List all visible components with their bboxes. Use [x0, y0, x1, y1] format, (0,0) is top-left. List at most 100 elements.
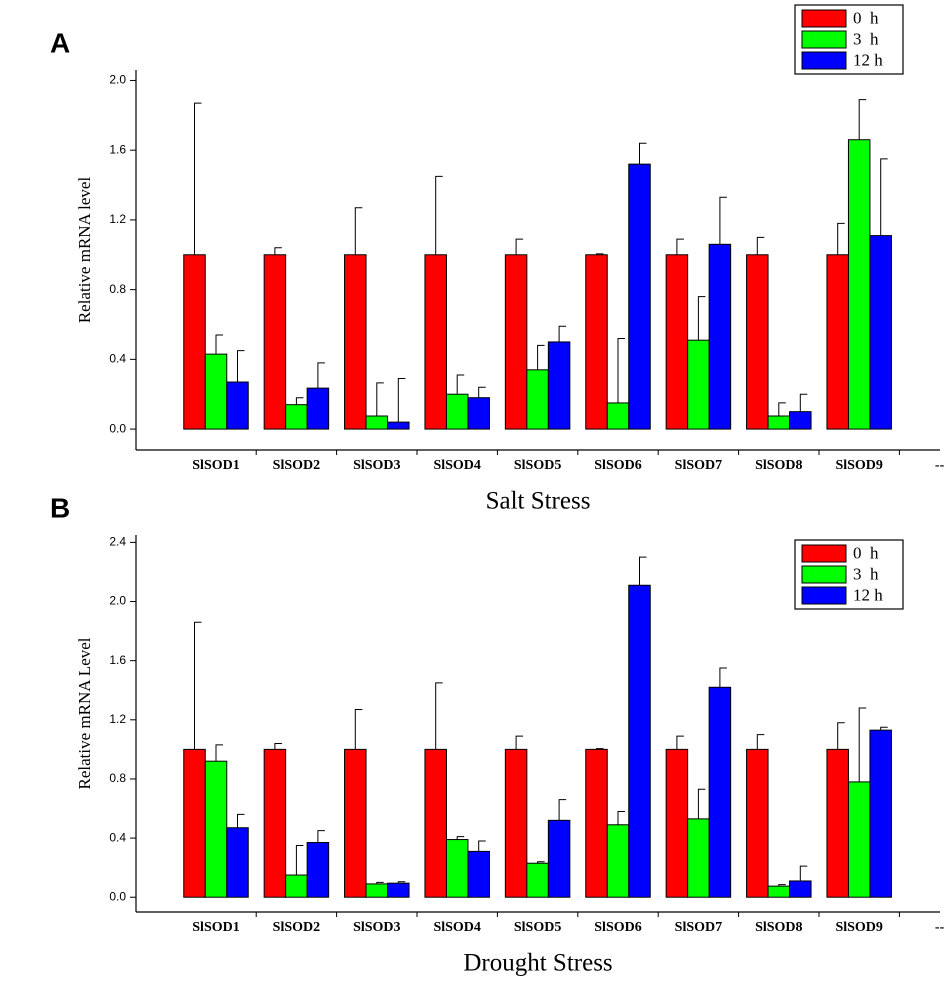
- y-tick-label: 2.4: [109, 535, 126, 549]
- error-bar: [376, 382, 384, 417]
- bar: [767, 885, 791, 898]
- legend-label: 12 h: [853, 585, 883, 604]
- error-bar: [215, 744, 223, 762]
- legend-swatch: [801, 9, 847, 28]
- bar: [263, 254, 287, 430]
- bar: [687, 818, 710, 898]
- x-tick-label: SlSOD3: [353, 920, 400, 935]
- x-tick-label: SlSOD7: [675, 920, 722, 935]
- error-bar: [274, 742, 282, 750]
- error-bar: [317, 830, 325, 843]
- bar: [467, 850, 490, 898]
- error-bar: [435, 682, 443, 750]
- bar: [365, 415, 389, 430]
- error-bar: [478, 840, 486, 852]
- bar: [708, 243, 732, 430]
- error-bar: [880, 726, 888, 731]
- error-bar: [456, 374, 465, 395]
- error-bar: [617, 337, 625, 403]
- x-tick-label: SlSOD1: [192, 920, 239, 935]
- bar: [504, 254, 528, 430]
- x-tick-label: SlSOD4: [433, 458, 480, 473]
- bar: [789, 880, 812, 898]
- error-bar: [778, 402, 786, 417]
- bar: [789, 411, 812, 430]
- error-bar: [558, 325, 567, 342]
- bar: [526, 369, 549, 430]
- error-bar: [639, 142, 647, 165]
- bar: [547, 341, 571, 430]
- error-bar: [676, 238, 684, 255]
- y-tick-label: 0.0: [109, 889, 126, 903]
- x-tick-label: SlSOD6: [594, 920, 641, 935]
- error-bar: [376, 881, 384, 884]
- bar: [204, 760, 228, 898]
- error-bar: [537, 344, 545, 370]
- error-bar: [596, 253, 604, 255]
- x-tick-label: SlSOD5: [514, 920, 561, 935]
- legend-label: 3 h: [853, 29, 879, 48]
- x-tick-label: SlSOD6: [594, 458, 641, 473]
- error-bar: [756, 734, 765, 750]
- bar: [285, 874, 308, 898]
- error-bar: [478, 386, 486, 398]
- error-bar: [274, 247, 282, 255]
- bar: [263, 748, 287, 898]
- legend-swatch: [801, 30, 847, 49]
- bar: [746, 254, 769, 430]
- y-tick-label: 1.2: [109, 712, 126, 726]
- error-bar: [397, 378, 406, 423]
- error-bar: [515, 238, 524, 255]
- error-bar: [676, 735, 684, 750]
- bar: [526, 862, 549, 898]
- bar: [424, 748, 447, 898]
- error-bar: [837, 722, 845, 750]
- legend-label: 3 h: [853, 564, 879, 583]
- bar: [344, 254, 367, 430]
- legend-swatch: [801, 565, 847, 584]
- error-bar: [778, 884, 786, 887]
- error-bar: [194, 102, 202, 255]
- x-tick-label: --: [935, 920, 945, 935]
- error-bar: [456, 836, 465, 840]
- error-bar: [237, 813, 245, 828]
- error-bar: [837, 222, 845, 255]
- bar: [226, 381, 249, 430]
- y-tick-label: 0.8: [109, 771, 126, 785]
- error-bar: [719, 196, 727, 245]
- error-bar: [515, 735, 524, 750]
- error-bar: [858, 99, 867, 140]
- error-bar: [215, 334, 223, 355]
- error-bar: [295, 397, 304, 405]
- bar: [585, 748, 608, 898]
- bar: [183, 748, 206, 898]
- error-bar: [537, 861, 545, 864]
- error-bar: [639, 556, 647, 586]
- y-tick-label: 1.6: [109, 142, 126, 156]
- bar: [628, 584, 651, 898]
- bar: [665, 748, 689, 898]
- y-tick-label: 1.2: [109, 212, 126, 226]
- bar: [826, 254, 849, 430]
- bar: [767, 415, 791, 430]
- error-bar: [858, 707, 867, 782]
- y-tick-label: 1.6: [109, 653, 126, 667]
- error-bar: [435, 175, 443, 255]
- x-axis-label: Drought Stress: [463, 950, 612, 977]
- bar: [687, 339, 710, 430]
- panel-label: B: [50, 492, 70, 523]
- bar: [445, 839, 469, 898]
- error-bar: [295, 844, 304, 876]
- bar: [665, 254, 689, 430]
- error-bar: [237, 350, 245, 383]
- bar: [226, 827, 249, 898]
- x-tick-label: SlSOD4: [433, 920, 480, 935]
- error-bar: [397, 881, 406, 884]
- bar: [387, 882, 410, 898]
- bar: [387, 421, 410, 430]
- legend-swatch: [801, 51, 847, 70]
- error-bar: [317, 362, 325, 389]
- error-bar: [596, 748, 604, 750]
- x-tick-label: SlSOD7: [675, 458, 722, 473]
